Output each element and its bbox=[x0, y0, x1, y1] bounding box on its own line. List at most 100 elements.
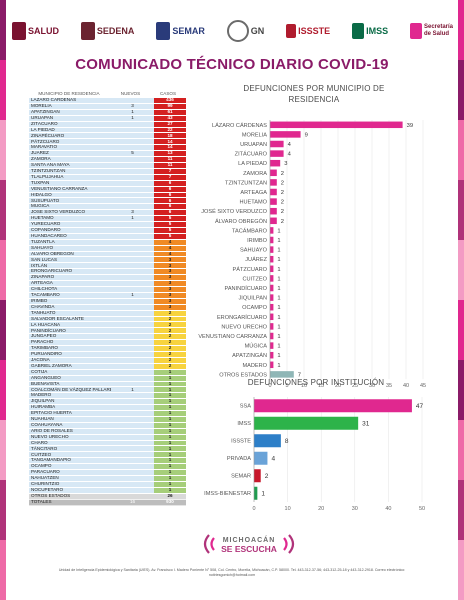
table-row: ZITÁCUARO 27 bbox=[29, 121, 186, 128]
cell-casos: 5 bbox=[154, 216, 186, 222]
cell-casos: 1 bbox=[154, 410, 186, 416]
cell-nuevos bbox=[111, 168, 154, 174]
bar bbox=[254, 486, 258, 500]
category-label: PANINDÍCUARO bbox=[225, 285, 268, 292]
data-label: 1 bbox=[277, 238, 280, 244]
cell-nuevos: 1 bbox=[111, 292, 154, 298]
eagle-emblem-icon bbox=[12, 22, 26, 40]
cell-nuevos bbox=[111, 440, 154, 446]
table-row: NUEVO URECHO 1 bbox=[29, 434, 186, 441]
data-label: 2 bbox=[281, 180, 284, 186]
cell-municipio: NUEVO URECHO bbox=[29, 434, 111, 440]
cell-nuevos bbox=[111, 222, 154, 227]
cell-casos: 2 bbox=[154, 345, 186, 351]
bar bbox=[270, 313, 274, 321]
cell-municipio: LÁZARO CÁRDENAS bbox=[29, 98, 111, 103]
x-tick-label: 40 bbox=[385, 506, 391, 512]
cell-nuevos bbox=[111, 127, 154, 133]
x-tick-label: 5 bbox=[285, 383, 288, 389]
cell-nuevos bbox=[111, 186, 154, 192]
cell-casos: 1 bbox=[154, 440, 186, 446]
cell-casos: 1 bbox=[154, 387, 186, 393]
bar bbox=[270, 198, 277, 205]
cell-nuevos bbox=[111, 428, 154, 434]
table-row: LA HUACANA 2 bbox=[29, 322, 186, 329]
eagle-emblem-icon bbox=[80, 22, 95, 40]
cell-municipio: CHARO bbox=[29, 440, 111, 446]
cell-nuevos bbox=[111, 334, 154, 340]
category-label: LA PIEDAD bbox=[238, 161, 267, 167]
table-row: PANINDÍCUARO 2 bbox=[29, 328, 186, 335]
cell-casos: 4 bbox=[154, 239, 186, 245]
cell-municipio: CHAVINDA bbox=[29, 304, 111, 310]
bar bbox=[270, 255, 274, 263]
cell-nuevos bbox=[111, 121, 154, 127]
cell-nuevos: 3 bbox=[111, 103, 154, 109]
cell-municipio: GABRIEL ZAMORA bbox=[29, 363, 111, 369]
chart-title-municipio: DEFUNCIONES POR MUNICIPIO DE RESIDENCIA bbox=[243, 84, 385, 104]
category-label: ARTEAGA bbox=[240, 190, 267, 196]
cell-municipio: URUAPAN bbox=[29, 115, 111, 121]
imss-emblem-icon bbox=[352, 23, 365, 39]
table-row: URUAPAN 1 43 bbox=[29, 115, 186, 122]
cell-municipio: ERONGARÍCUARO bbox=[29, 269, 111, 275]
table-row: TLALPUJAHUA 7 bbox=[29, 174, 186, 181]
bar bbox=[270, 188, 277, 196]
category-label: PÁTZCUARO bbox=[233, 266, 268, 273]
cell-nuevos bbox=[111, 316, 154, 322]
cell-nuevos bbox=[111, 98, 154, 103]
sound-wave-left-inner-icon bbox=[210, 537, 215, 551]
table-row: COAHUAYANA 1 bbox=[29, 422, 186, 429]
table-row: CHARO 1 bbox=[29, 440, 186, 447]
cell-municipio: SAHUAYO bbox=[29, 245, 111, 251]
bar bbox=[270, 207, 277, 215]
table-row: COPÁNDARO 5 bbox=[29, 227, 186, 234]
cell-municipio: JUÁREZ bbox=[29, 151, 111, 157]
table-row: PARACHO 2 bbox=[29, 340, 186, 347]
header-logos: SALUD SEDENA SEMAR GN ISSSTE IMSS Secret… bbox=[12, 16, 453, 46]
cell-municipio: JUNGAPEO bbox=[29, 334, 111, 340]
x-tick-label: 30 bbox=[352, 506, 358, 512]
data-label: 1 bbox=[277, 324, 280, 330]
cell-municipio: ÁLVARO OBREGÓN bbox=[29, 251, 111, 257]
cell-municipio: NOCUPÉTARO bbox=[29, 487, 111, 493]
cell-casos: 1 bbox=[154, 469, 186, 475]
column-header-nuevos: NUEVOS bbox=[120, 91, 141, 97]
cell-casos: 14 bbox=[154, 139, 186, 145]
data-label: 1 bbox=[277, 228, 280, 234]
bar bbox=[254, 469, 261, 483]
table-row: SAN LUCAS 3 bbox=[29, 257, 186, 264]
table-row: TACÁMBARO 1 3 bbox=[29, 292, 186, 299]
cell-casos: 1 bbox=[154, 422, 186, 428]
table-row: IXTLÁN 3 bbox=[29, 263, 186, 270]
cell-casos: 43 bbox=[154, 115, 186, 121]
category-label: MÚGICA bbox=[245, 343, 268, 350]
cell-nuevos bbox=[111, 470, 154, 475]
gn-logo: GN bbox=[226, 20, 264, 42]
cell-casos: 3 bbox=[154, 280, 186, 286]
cell-municipio: BUENAVISTA bbox=[29, 381, 111, 387]
data-label: 1 bbox=[277, 315, 280, 321]
data-label: 2 bbox=[281, 209, 284, 215]
cell-nuevos bbox=[111, 346, 154, 351]
sound-wave-right-icon bbox=[288, 534, 295, 554]
category-label: PRIVADA bbox=[227, 456, 251, 462]
cell-casos: 2 bbox=[154, 328, 186, 334]
cell-casos: 61 bbox=[154, 109, 186, 115]
table-row: BUENAVISTA 1 bbox=[29, 381, 186, 388]
table-row: SAHUAYO 4 bbox=[29, 245, 186, 252]
data-label: 1 bbox=[277, 267, 280, 273]
cell-nuevos bbox=[111, 257, 154, 263]
cell-municipio: PANINDÍCUARO bbox=[29, 328, 111, 334]
cell-municipio: IXTLÁN bbox=[29, 263, 111, 269]
table-row: OCAMPO 1 bbox=[29, 464, 186, 471]
data-label: 8 bbox=[285, 438, 289, 445]
table-totals-row: TOTALES 16 930 bbox=[29, 499, 186, 506]
table-row: ERONGARÍCUARO 3 bbox=[29, 269, 186, 276]
cell-casos: 1 bbox=[154, 452, 186, 458]
cell-nuevos: 1 bbox=[111, 216, 154, 222]
cell-nuevos bbox=[111, 464, 154, 470]
cell-nuevos bbox=[111, 139, 154, 145]
table-row: VENUSTIANO CARRANZA 6 bbox=[29, 186, 186, 193]
